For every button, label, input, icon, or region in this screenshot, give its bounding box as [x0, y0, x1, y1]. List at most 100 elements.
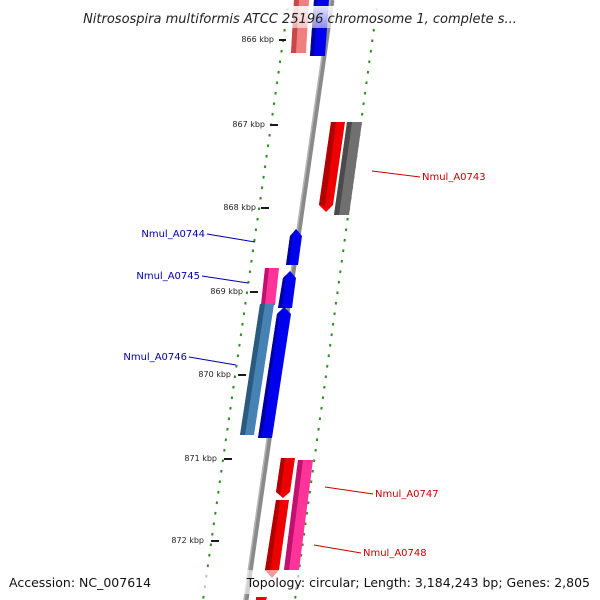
gene-nmul-a0747-red[interactable]: [276, 458, 295, 498]
track-dot: [283, 28, 286, 32]
track-dot: [268, 133, 271, 137]
track-dot: [223, 448, 226, 452]
track-dot: [317, 427, 320, 431]
track-dot: [218, 480, 222, 484]
gene-label-text: Nmul_A0746: [123, 352, 187, 363]
gene-nmul-a0748-red[interactable]: [265, 500, 289, 578]
track-dot: [254, 228, 258, 232]
gene-label-text: Nmul_A0743: [422, 172, 486, 183]
gene-nmul-a0747-pink[interactable]: [284, 460, 313, 570]
track-dot: [244, 301, 247, 305]
track-dot: [365, 81, 368, 85]
track-dot: [333, 312, 336, 316]
track-dot: [334, 301, 338, 305]
track-dot: [212, 522, 216, 526]
track-dot: [318, 417, 322, 421]
label-nmul-a0747[interactable]: Nmul_A0747: [324, 486, 439, 500]
track-dot: [272, 102, 276, 106]
label-nmul-a0745[interactable]: Nmul_A0745: [136, 271, 249, 284]
tick-866: 866 kbp: [241, 35, 286, 44]
track-dot: [308, 490, 312, 494]
label-nmul-a0744[interactable]: Nmul_A0744: [141, 229, 256, 243]
footer-backdrop: [0, 570, 600, 594]
track-dot: [369, 49, 373, 53]
tick-label: 872 kbp: [171, 536, 204, 545]
track-dot: [305, 511, 309, 515]
track-dot: [232, 385, 235, 389]
track-dot: [336, 291, 339, 295]
track-dot: [235, 364, 238, 368]
track-dot: [260, 186, 264, 190]
gene-label-text: Nmul_A0748: [363, 548, 427, 559]
track-dot: [331, 322, 335, 326]
track-dot: [360, 112, 364, 116]
track-dot: [238, 343, 241, 347]
track-dot: [327, 354, 330, 358]
track-dot: [220, 469, 223, 473]
track-dot: [256, 217, 259, 221]
track-dot: [362, 102, 365, 106]
track-dot: [217, 490, 220, 494]
track-dot: [368, 60, 371, 64]
track-dot: [257, 207, 261, 211]
track-dot: [229, 406, 232, 410]
label-nmul-a0743[interactable]: Nmul_A0743: [371, 170, 486, 183]
track-dot: [271, 112, 274, 116]
track-dot: [233, 375, 237, 379]
tick-label: 866 kbp: [241, 35, 274, 44]
track-dot: [311, 469, 314, 473]
track-dot: [251, 249, 255, 253]
track-dot: [315, 438, 319, 442]
track-dot: [247, 280, 250, 284]
track-dot: [214, 511, 217, 515]
track-dot: [253, 238, 256, 242]
track-dot: [299, 553, 303, 557]
gene-nmul-a0746-steelblue[interactable]: [240, 304, 274, 435]
track-dot: [265, 154, 268, 158]
track-dot: [277, 70, 280, 74]
label-nmul-a0748[interactable]: Nmul_A0748: [313, 544, 427, 559]
track-dot: [344, 228, 348, 232]
gene-nmul-a0746-blue[interactable]: [258, 307, 291, 438]
gene-nmul-a0744[interactable]: [286, 229, 302, 265]
track-dot: [339, 270, 342, 274]
track-dot: [342, 249, 345, 253]
tick-label: 867 kbp: [232, 120, 265, 129]
track-dot: [275, 81, 279, 85]
tick-870: 870 kbp: [198, 370, 246, 379]
track-dot: [263, 165, 267, 169]
track-dot: [298, 564, 301, 568]
gene-nmul-a0743-gray[interactable]: [334, 122, 362, 215]
tick-872: 872 kbp: [171, 536, 219, 545]
track-dot: [266, 144, 270, 148]
track-dot: [215, 501, 219, 505]
track-dot: [301, 543, 304, 547]
tick-label: 870 kbp: [198, 370, 231, 379]
track-dot: [221, 459, 225, 463]
track-dot: [230, 396, 234, 400]
topology-text: Topology: circular; Length: 3,184,243 bp…: [246, 575, 590, 590]
tick-label: 868 kbp: [223, 203, 256, 212]
track-dot: [206, 564, 210, 568]
accession-text: Accession: NC_007614: [9, 575, 151, 590]
label-nmul-a0746[interactable]: Nmul_A0746: [123, 352, 237, 366]
track-dot: [236, 354, 240, 358]
gene-nmul-a0743-red[interactable]: [319, 122, 345, 212]
track-dot: [227, 417, 231, 421]
track-dot: [262, 175, 265, 179]
gene-bottom-partial[interactable]: [256, 597, 267, 600]
track-dot: [324, 375, 328, 379]
track-dot: [371, 39, 374, 43]
track-dot: [328, 343, 332, 347]
gene-nmul-a0745-pink[interactable]: [261, 268, 279, 305]
track-dot: [323, 385, 326, 389]
track-dot: [310, 480, 313, 484]
gene-label-text: Nmul_A0744: [141, 229, 205, 240]
gene-nmul-a0745-blue[interactable]: [278, 271, 296, 308]
track-dot: [239, 333, 243, 337]
track-dot: [320, 406, 323, 410]
track-dot: [208, 553, 211, 557]
title-backdrop: [60, 6, 540, 28]
track-dot: [248, 270, 252, 274]
